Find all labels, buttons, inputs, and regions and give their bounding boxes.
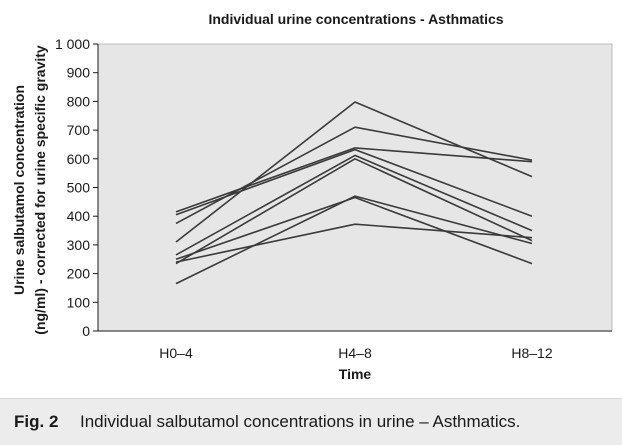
chart-area: Individual urine concentrations - Asthma… <box>11 11 613 382</box>
x-axis-label: Time <box>339 366 372 382</box>
y-tick-label: 600 <box>67 151 91 167</box>
y-tick-label: 900 <box>67 65 91 81</box>
y-tick-label: 800 <box>67 93 91 109</box>
y-tick-label: 200 <box>67 266 91 282</box>
x-axis-ticks: H0–4 H4–8 H8–12 <box>159 345 553 361</box>
x-tick-label: H8–12 <box>511 345 552 361</box>
series-line-4 <box>175 148 533 217</box>
series-line-5 <box>175 154 533 256</box>
figure-caption: Fig. 2 Individual salbutamol concentrati… <box>0 398 622 445</box>
series-line-8 <box>175 196 533 265</box>
series-line-9 <box>175 223 533 263</box>
line-chart: Individual urine concentrations - Asthma… <box>11 11 613 382</box>
caption-text: Individual salbutamol concentrations in … <box>80 412 521 431</box>
y-tick-label: 400 <box>67 208 91 224</box>
y-tick-label: 1 000 <box>55 36 90 52</box>
chart-title: Individual urine concentrations - Asthma… <box>208 11 503 27</box>
y-tick-label: 0 <box>82 323 90 339</box>
series-lines <box>175 101 533 285</box>
series-line-7 <box>175 195 533 285</box>
y-tick-label: 700 <box>67 122 91 138</box>
series-line-6 <box>175 158 533 265</box>
y-tick-label: 300 <box>67 237 91 253</box>
y-axis-ticks: 0 100 200 300 400 500 600 700 800 900 1 000 <box>55 36 98 339</box>
series-line-1 <box>175 101 533 243</box>
plot-area <box>97 43 613 332</box>
y-axis-label-line2: (ng/ml) - corrected for urine specific g… <box>32 45 48 335</box>
y-tick-label: 100 <box>67 294 91 310</box>
caption-label: Fig. 2 <box>14 412 59 431</box>
x-tick-label: H0–4 <box>159 345 193 361</box>
x-tick-label: H4–8 <box>338 345 372 361</box>
series-line-3 <box>175 147 533 213</box>
y-axis-label-line1: Urine salbutamol concentration <box>11 85 27 295</box>
y-tick-label: 500 <box>67 180 91 196</box>
